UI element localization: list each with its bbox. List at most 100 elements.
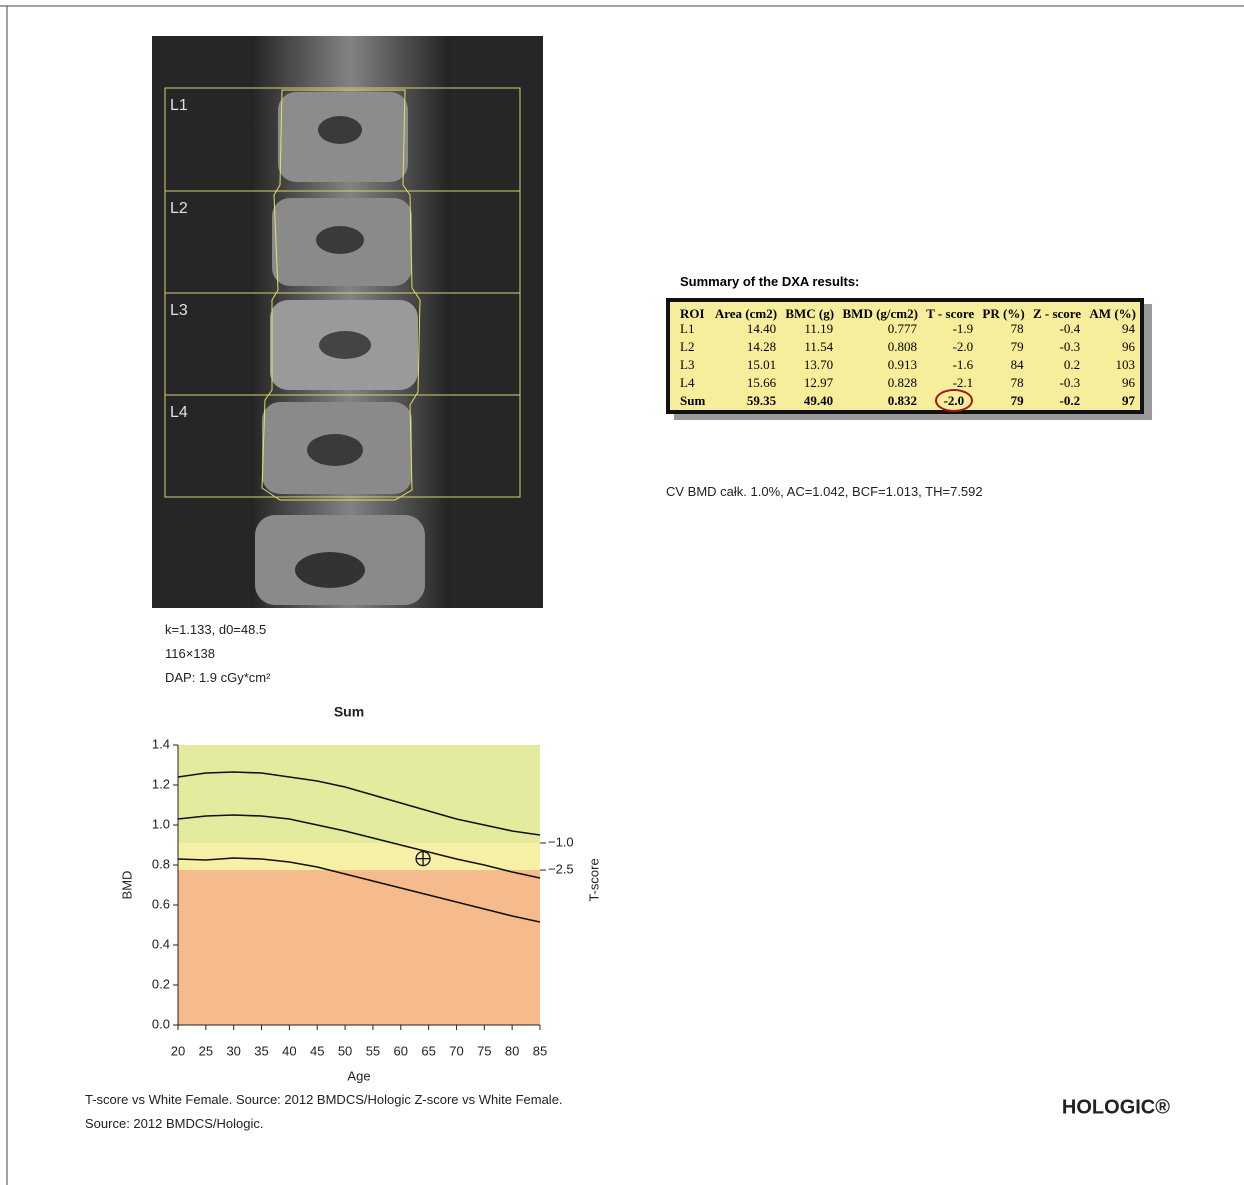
table-cell: -0.4 [1029,320,1085,338]
x-tick-label: 70 [449,1043,463,1058]
table-cell: 94 [1085,320,1140,338]
table-cell: -2.0 [922,338,978,356]
x-tick-label: 20 [171,1043,185,1058]
table-cell: 13.70 [781,356,838,374]
y-tick-label: 0.2 [152,976,170,991]
table-cell: 14.28 [711,338,782,356]
table-header: PR (%) [978,302,1029,320]
table-header: AM (%) [1085,302,1140,320]
x-tick-label: 40 [282,1043,296,1058]
table-cell: -0.3 [1029,338,1085,356]
table-cell: 79 [978,392,1029,410]
table-header: BMC (g) [781,302,838,320]
patient-marker [416,852,430,866]
vertebra-label: L4 [170,404,188,421]
table-cell: L2 [670,338,711,356]
y2-tick-label: −1.0 [548,834,574,849]
table-header: Z - score [1029,302,1085,320]
vertebra-label: L2 [170,200,188,217]
table-cell: 11.54 [781,338,838,356]
x-tick-label: 80 [505,1043,519,1058]
table-cell: -1.6 [922,356,978,374]
y2-tick-label: −2.5 [548,861,574,876]
table-cell: 11.19 [781,320,838,338]
table-cell: 97 [1085,392,1140,410]
caption: k=1.133, d0=48.5 [165,622,266,637]
x-tick-label: 65 [421,1043,435,1058]
vertebra-label: L1 [170,97,188,114]
x-tick-label: 50 [338,1043,352,1058]
table-title: Summary of the DXA results: [680,274,859,289]
x-tick-label: 85 [533,1043,547,1058]
table-cell: 96 [1085,374,1140,392]
table-cell: -0.2 [1029,392,1085,410]
table-cell: L4 [670,374,711,392]
table-cell: 96 [1085,338,1140,356]
table-note: CV BMD całk. 1.0%, AC=1.042, BCF=1.013, … [666,484,983,499]
y-tick-label: 1.4 [152,736,170,751]
table-header: Area (cm2) [711,302,782,320]
table-cell: 78 [978,374,1029,392]
table-cell: 0.913 [838,356,922,374]
table-cell: 0.808 [838,338,922,356]
vertebra-label: L3 [170,302,188,319]
x-tick-label: 30 [226,1043,240,1058]
footer-source: T-score vs White Female. Source: 2012 BM… [85,1092,563,1107]
x-axis-label: Age [347,1068,370,1083]
y2-axis-label: T-score [586,858,601,901]
zone-band [178,870,540,1025]
caption: 116×138 [165,646,215,661]
table-cell: 14.40 [711,320,782,338]
table-header: T - score [922,302,978,320]
x-tick-label: 45 [310,1043,324,1058]
table-cell: 12.97 [781,374,838,392]
y-tick-label: 1.0 [152,816,170,831]
logo: HOLOGIC® [1062,1096,1170,1118]
x-tick-label: 60 [394,1043,408,1058]
x-tick-label: 35 [254,1043,268,1058]
table-cell: L3 [670,356,711,374]
table-cell: -2.0 [922,392,978,410]
table-cell: 84 [978,356,1029,374]
table-cell: -0.3 [1029,374,1085,392]
caption: DAP: 1.9 cGy*cm² [165,670,270,685]
x-tick-label: 75 [477,1043,491,1058]
y-tick-label: 0.4 [152,936,170,951]
table-cell: 59.35 [711,392,782,410]
y-axis-label: BMD [119,871,134,900]
table-cell: 103 [1085,356,1140,374]
chart-title: Sum [334,704,364,720]
table-header: BMD (g/cm2) [838,302,922,320]
table-cell: 15.66 [711,374,782,392]
table-cell: Sum [670,392,711,410]
table-cell: 79 [978,338,1029,356]
y-tick-label: 0.0 [152,1016,170,1031]
table-cell: 0.777 [838,320,922,338]
scan-image [152,36,543,608]
footer-source: Source: 2012 BMDCS/Hologic. [85,1116,263,1131]
table-cell: 49.40 [781,392,838,410]
page: L1L2L3L4 Sum0.00.20.40.60.81.01.21.42025… [0,0,1244,1185]
table-cell: 0.832 [838,392,922,410]
table-header: ROI [670,302,711,320]
table-cell: 78 [978,320,1029,338]
y-tick-label: 0.8 [152,856,170,871]
x-tick-label: 25 [199,1043,213,1058]
table-cell: L1 [670,320,711,338]
figure: L1L2L3L4 Sum0.00.20.40.60.81.01.21.42025… [0,0,1244,1185]
y-tick-label: 1.2 [152,776,170,791]
table-cell: 0.2 [1029,356,1085,374]
circled-value: -2.0 [935,389,974,412]
y-tick-label: 0.6 [152,896,170,911]
table-cell: 0.828 [838,374,922,392]
table-cell: -1.9 [922,320,978,338]
zone-band [178,745,540,843]
x-tick-label: 55 [366,1043,380,1058]
table-cell: 15.01 [711,356,782,374]
